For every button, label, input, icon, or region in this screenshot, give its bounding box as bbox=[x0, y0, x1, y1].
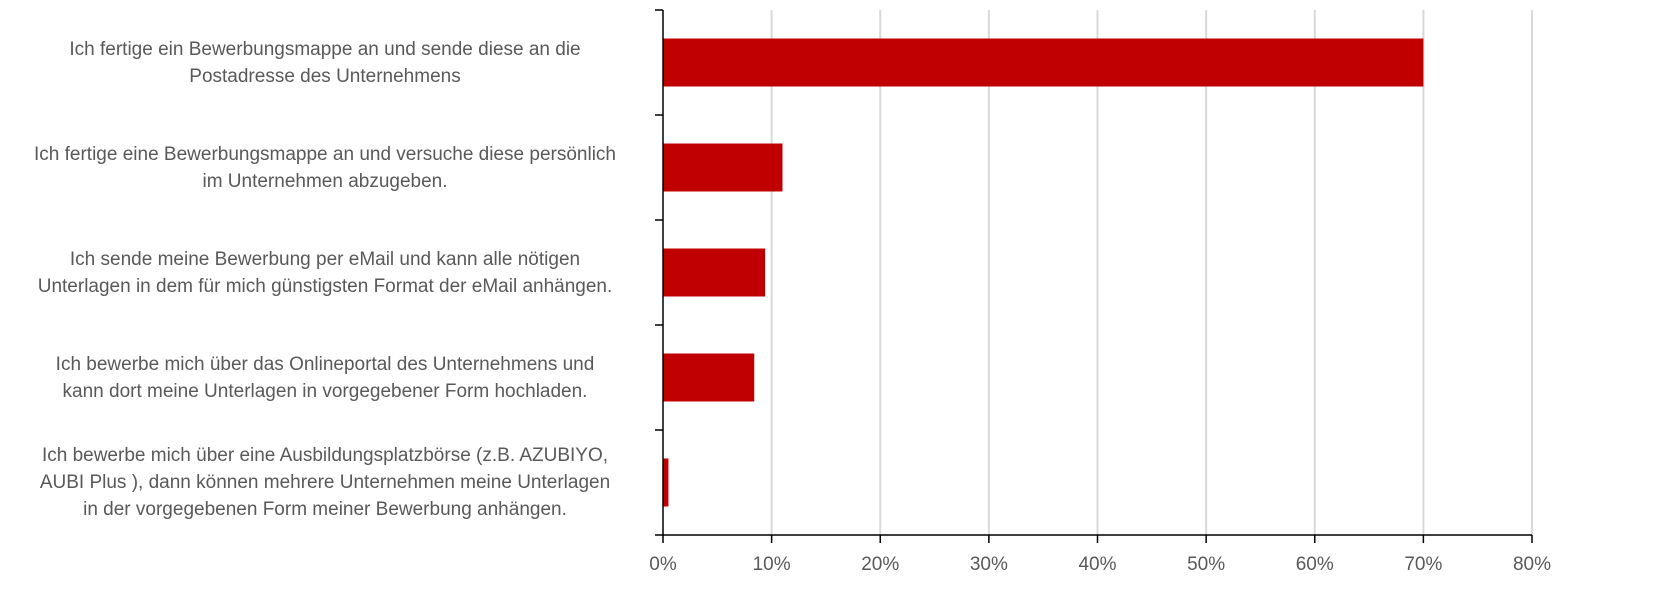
y-tick-label: Ich bewerbe mich über das Onlineportal d… bbox=[55, 353, 595, 402]
bar bbox=[663, 353, 755, 402]
y-tick-label: Ich sende meine Bewerbung per eMail und … bbox=[37, 248, 613, 297]
x-tick-label: 20% bbox=[861, 554, 899, 575]
bar bbox=[663, 458, 669, 507]
x-tick-label: 30% bbox=[970, 554, 1008, 575]
bar bbox=[663, 248, 766, 297]
bar bbox=[663, 143, 783, 192]
x-tick-label: 80% bbox=[1513, 554, 1551, 575]
y-tick-label: Ich bewerbe mich über eine Ausbildungspl… bbox=[39, 445, 611, 520]
bar bbox=[663, 38, 1424, 87]
x-tick-label: 0% bbox=[649, 554, 677, 575]
x-tick-label: 10% bbox=[753, 554, 791, 575]
y-tick-label: Ich fertige ein Bewerbungsmappe an und s… bbox=[69, 38, 581, 87]
x-tick-label: 40% bbox=[1078, 554, 1116, 575]
y-tick-label: Ich fertige eine Bewerbungsmappe an und … bbox=[34, 143, 616, 192]
x-tick-label: 60% bbox=[1296, 554, 1334, 575]
x-tick-label: 70% bbox=[1404, 554, 1442, 575]
x-tick-label: 50% bbox=[1187, 554, 1225, 575]
